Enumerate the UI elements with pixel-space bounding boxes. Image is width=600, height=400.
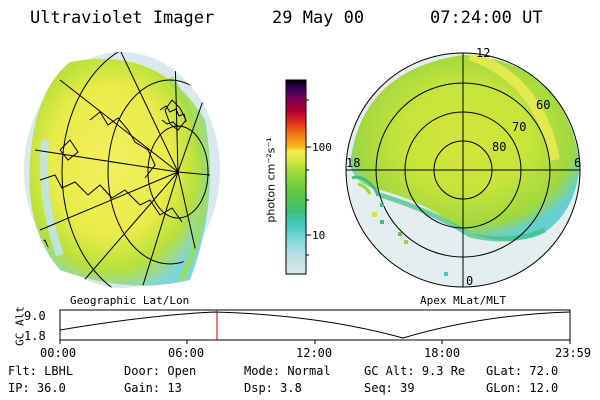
lat-label-80: 80 [492,140,507,154]
mlt-label-6: 6 [574,156,582,170]
instrument-title: Ultraviolet Imager [30,8,215,28]
time-tick-1800: 18:00 [424,346,461,360]
magnetic-polar-image [345,52,581,288]
time-tick-0000: 00:00 [40,346,77,360]
altitude-plot [59,309,571,344]
colorbar [285,79,311,275]
mlt-label-12: 12 [476,46,491,60]
colorbar-tick-10: 10 [312,229,326,242]
colorbar-tick-100: 100 [312,141,332,154]
status-ip: IP: 36.0 [8,381,66,395]
lat-label-70: 70 [512,120,527,134]
altitude-curve [59,311,571,339]
time-label: 07:24:00 UT [430,8,543,28]
altitude-tick-high: 9.0 [24,309,46,323]
status-flt: Flt: LBHL [8,364,74,378]
status-gain: Gain: 13 [124,381,182,395]
right-panel-caption: Apex MLat/MLT [420,294,507,307]
time-tick-2359: 23:59 [555,346,592,360]
date-label: 29 May 00 [272,8,365,28]
status-glon: GLon: 12.0 [486,381,559,395]
status-seq: Seq: 39 [364,381,415,395]
left-panel-caption: Geographic Lat/Lon [70,294,190,307]
status-glat: GLat: 72.0 [486,364,559,378]
status-gcalt: GC Alt: 9.3 Re [364,364,466,378]
time-tick-0600: 06:00 [168,346,205,360]
time-tick-1200: 12:00 [296,346,333,360]
geographic-image [24,52,220,288]
status-dsp: Dsp: 3.8 [244,381,302,395]
lat-label-60: 60 [536,98,551,112]
altitude-tick-low: 1.8 [24,329,46,343]
status-mode: Mode: Normal [244,364,331,378]
mlt-label-18: 18 [346,156,361,170]
status-door: Door: Open [124,364,197,378]
colorbar-unit-label: photon cm⁻²s⁻¹ [264,137,278,223]
mlt-label-0: 0 [466,274,474,288]
